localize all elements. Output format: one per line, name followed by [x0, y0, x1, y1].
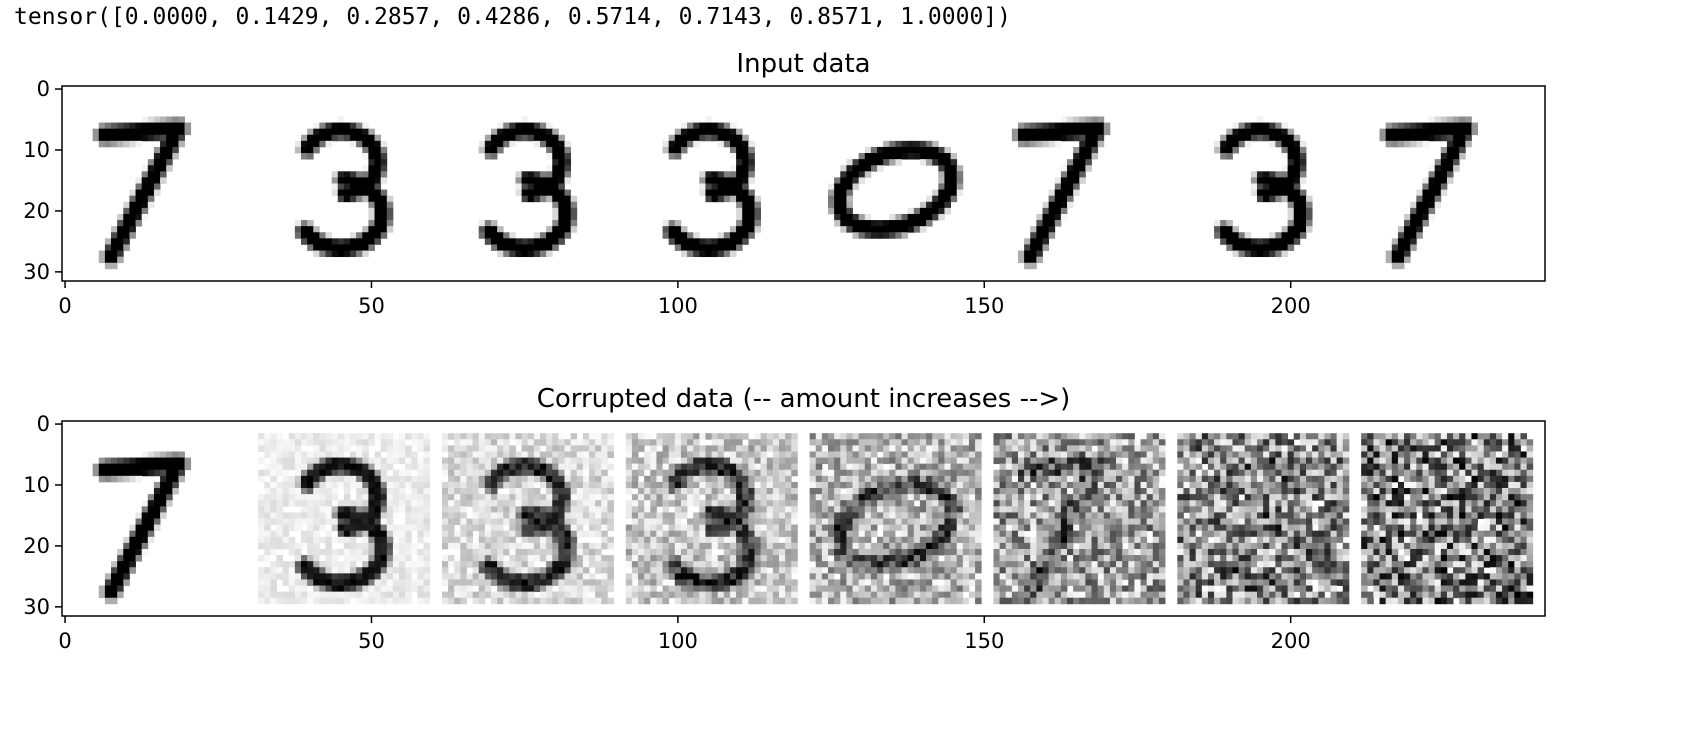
x-tick-label: 50 [358, 294, 385, 318]
y-tick-label: 20 [23, 199, 50, 223]
digit-image [1214, 116, 1312, 257]
digit-image [810, 433, 982, 604]
x-tick-label: 0 [58, 294, 71, 318]
input-axes-frame [62, 86, 1545, 281]
chart-title-corrupted: Corrupted data (-- amount increases -->) [537, 384, 1071, 414]
corrupted-data-panel: Corrupted data (-- amount increases -->)… [23, 384, 1545, 653]
corrupted-digit-images [93, 433, 1534, 604]
x-tick-label: 50 [358, 629, 385, 653]
digit-image [626, 433, 798, 604]
x-tick-label: 100 [658, 294, 698, 318]
digit-image [993, 433, 1165, 604]
digit-image [1012, 116, 1110, 269]
y-tick-label: 10 [23, 473, 50, 497]
input-data-panel: Input data 0 50 100 150 200 0 10 20 30 [23, 49, 1545, 318]
digit-image [442, 433, 614, 604]
digit-image [1380, 116, 1478, 269]
x-tick-label: 150 [964, 629, 1004, 653]
input-digit-images [93, 116, 1478, 269]
digit-image [663, 116, 761, 257]
input-axis-ticks: 0 50 100 150 200 0 10 20 30 [23, 77, 1310, 318]
x-tick-label: 150 [964, 294, 1004, 318]
y-tick-label: 0 [37, 412, 50, 436]
x-tick-label: 100 [658, 629, 698, 653]
x-tick-label: 200 [1271, 629, 1311, 653]
digit-image [828, 141, 963, 239]
y-tick-label: 30 [23, 595, 50, 619]
digit-image [295, 116, 393, 257]
y-tick-label: 20 [23, 534, 50, 558]
digit-image [93, 451, 191, 604]
digit-image [258, 433, 430, 604]
y-tick-label: 0 [37, 77, 50, 101]
x-tick-label: 200 [1271, 294, 1311, 318]
digit-image [1177, 433, 1349, 604]
x-tick-label: 0 [58, 629, 71, 653]
chart-title-input: Input data [736, 49, 870, 79]
y-tick-label: 10 [23, 138, 50, 162]
y-tick-label: 30 [23, 260, 50, 284]
digit-image [1361, 433, 1533, 604]
digit-image [93, 116, 191, 269]
digit-image [479, 116, 577, 257]
